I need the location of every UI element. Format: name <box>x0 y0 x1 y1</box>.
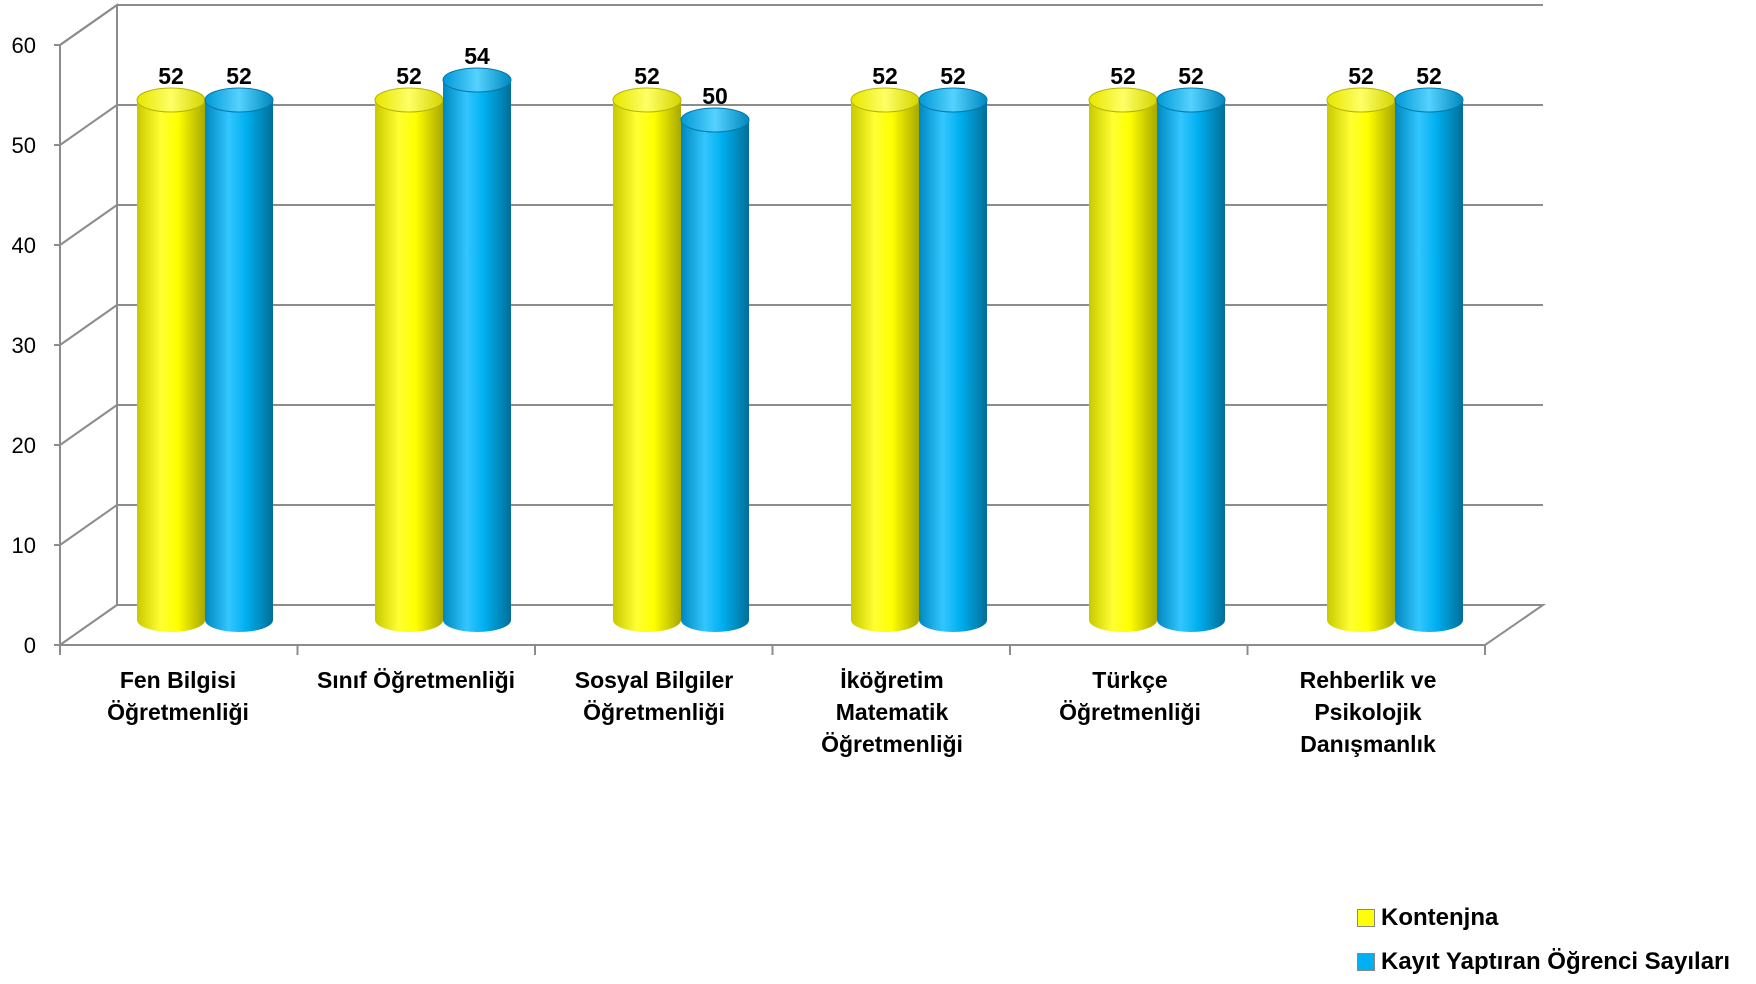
legend-swatch-yellow <box>1357 909 1375 927</box>
legend-item-kayit: Kayıt Yaptıran Öğrenci Sayıları <box>1357 940 1730 984</box>
data-label: 52 <box>940 63 966 89</box>
y-tick-label: 50 <box>12 133 36 158</box>
x-category-label: İköğretim Matematik Öğretmenliği <box>821 667 963 757</box>
bar-body <box>137 100 205 620</box>
bar-kontenjna-3 <box>850 87 920 632</box>
x-category-label: Sınıf Öğretmenliği <box>316 667 516 693</box>
bar-body <box>1327 100 1395 620</box>
bar-kontenjna-0 <box>136 87 206 632</box>
data-label: 50 <box>702 83 728 109</box>
legend-swatch-blue <box>1357 953 1375 971</box>
bar-kayit-4 <box>1156 87 1226 632</box>
bar-kontenjna-2 <box>612 87 682 632</box>
data-label: 52 <box>872 63 898 89</box>
y-tick-label: 40 <box>12 233 36 258</box>
y-tick-label: 20 <box>12 433 36 458</box>
y-tick-label: 10 <box>12 533 36 558</box>
x-category-label: Rehberlik ve Psikolojik Danışmanlık <box>1299 667 1437 757</box>
bar-kayit-0 <box>204 87 274 632</box>
bar-cap <box>918 87 988 113</box>
bar-kontenjna-5 <box>1326 87 1396 632</box>
bar-cap <box>1088 87 1158 113</box>
bar-body <box>613 100 681 620</box>
bar-kontenjna-1 <box>374 87 444 632</box>
x-category-label: Türkçe Öğretmenliği <box>1059 667 1201 725</box>
data-label: 52 <box>1348 63 1374 89</box>
bar-cap <box>374 87 444 113</box>
bar-cap <box>442 67 512 93</box>
data-label: 52 <box>226 63 252 89</box>
bar-cap <box>850 87 920 113</box>
bar-body <box>375 100 443 620</box>
gridline-side <box>59 204 118 246</box>
data-label: 52 <box>396 63 422 89</box>
gridline-side <box>59 104 118 146</box>
gridline-side <box>59 404 118 446</box>
bar-cap <box>1326 87 1396 113</box>
gridline-side <box>59 4 118 46</box>
data-label: 52 <box>1178 63 1204 89</box>
legend-label: Kayıt Yaptıran Öğrenci Sayıları <box>1381 948 1731 975</box>
floor <box>56 604 1547 646</box>
data-label: 52 <box>634 63 660 89</box>
y-tick-label: 0 <box>24 633 36 658</box>
bar-cap <box>136 87 206 113</box>
bar-body <box>443 80 511 620</box>
y-tick-label: 30 <box>12 333 36 358</box>
bar-body <box>205 100 273 620</box>
bar-kayit-1 <box>442 67 512 632</box>
bar-body <box>1395 100 1463 620</box>
bar-kontenjna-4 <box>1088 87 1158 632</box>
data-label: 54 <box>464 43 490 69</box>
bar-body <box>919 100 987 620</box>
x-category-label: Fen Bilgisi Öğretmenliği <box>107 667 249 725</box>
bar-body <box>1089 100 1157 620</box>
bar-kayit-2 <box>680 107 750 632</box>
x-category-label: Sosyal Bilgiler Öğretmenliği <box>574 667 734 725</box>
bar-cap <box>680 107 750 133</box>
data-label: 52 <box>1110 63 1136 89</box>
legend: Kontenjna Kayıt Yaptıran Öğrenci Sayılar… <box>1357 896 1730 984</box>
bar-kayit-3 <box>918 87 988 632</box>
axis-layer: 0 10 20 30 40 50 60 <box>12 33 1486 658</box>
bar-cap <box>612 87 682 113</box>
grid-layer <box>56 3 1547 647</box>
data-label: 52 <box>158 63 184 89</box>
bar-body <box>681 120 749 620</box>
legend-label: Kontenjna <box>1381 904 1499 931</box>
bar-kayit-5 <box>1394 87 1464 632</box>
data-label: 52 <box>1416 63 1442 89</box>
bar-cap <box>204 87 274 113</box>
bar-cap <box>1156 87 1226 113</box>
gridline-side <box>59 304 118 346</box>
y-tick-label: 60 <box>12 33 36 58</box>
legend-item-kontenjna: Kontenjna <box>1357 896 1730 940</box>
bar-layer <box>136 67 1464 632</box>
bar-body <box>851 100 919 620</box>
bar-body <box>1157 100 1225 620</box>
label-layer: 52 52 52 54 52 50 52 52 52 52 52 52 <box>158 43 1442 109</box>
gridline-side <box>59 504 118 546</box>
bar-cap <box>1394 87 1464 113</box>
